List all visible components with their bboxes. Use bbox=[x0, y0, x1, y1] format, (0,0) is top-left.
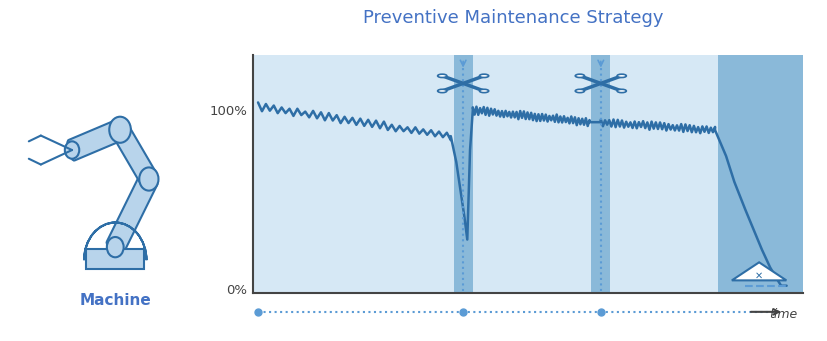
Circle shape bbox=[479, 74, 488, 77]
FancyBboxPatch shape bbox=[107, 172, 157, 255]
Circle shape bbox=[616, 89, 625, 93]
Circle shape bbox=[107, 237, 123, 257]
Circle shape bbox=[479, 89, 488, 93]
Circle shape bbox=[575, 89, 584, 93]
Circle shape bbox=[139, 167, 158, 191]
Polygon shape bbox=[731, 262, 786, 280]
Circle shape bbox=[65, 141, 79, 159]
Text: Machine: Machine bbox=[79, 293, 151, 308]
Text: time: time bbox=[768, 308, 796, 321]
Wedge shape bbox=[84, 222, 146, 260]
Bar bbox=[717, 55, 802, 293]
Bar bbox=[252, 55, 453, 293]
Text: Preventive Maintenance Strategy: Preventive Maintenance Strategy bbox=[363, 9, 662, 27]
Circle shape bbox=[437, 74, 447, 77]
Circle shape bbox=[109, 117, 131, 143]
Circle shape bbox=[437, 89, 447, 93]
Bar bbox=[453, 55, 472, 293]
FancyBboxPatch shape bbox=[112, 122, 156, 187]
Circle shape bbox=[616, 74, 625, 77]
FancyBboxPatch shape bbox=[86, 249, 144, 269]
Bar bbox=[609, 55, 717, 293]
Bar bbox=[590, 55, 609, 293]
FancyBboxPatch shape bbox=[67, 119, 125, 161]
Bar bbox=[472, 55, 590, 293]
Text: ✕: ✕ bbox=[754, 270, 762, 280]
Circle shape bbox=[575, 74, 584, 77]
